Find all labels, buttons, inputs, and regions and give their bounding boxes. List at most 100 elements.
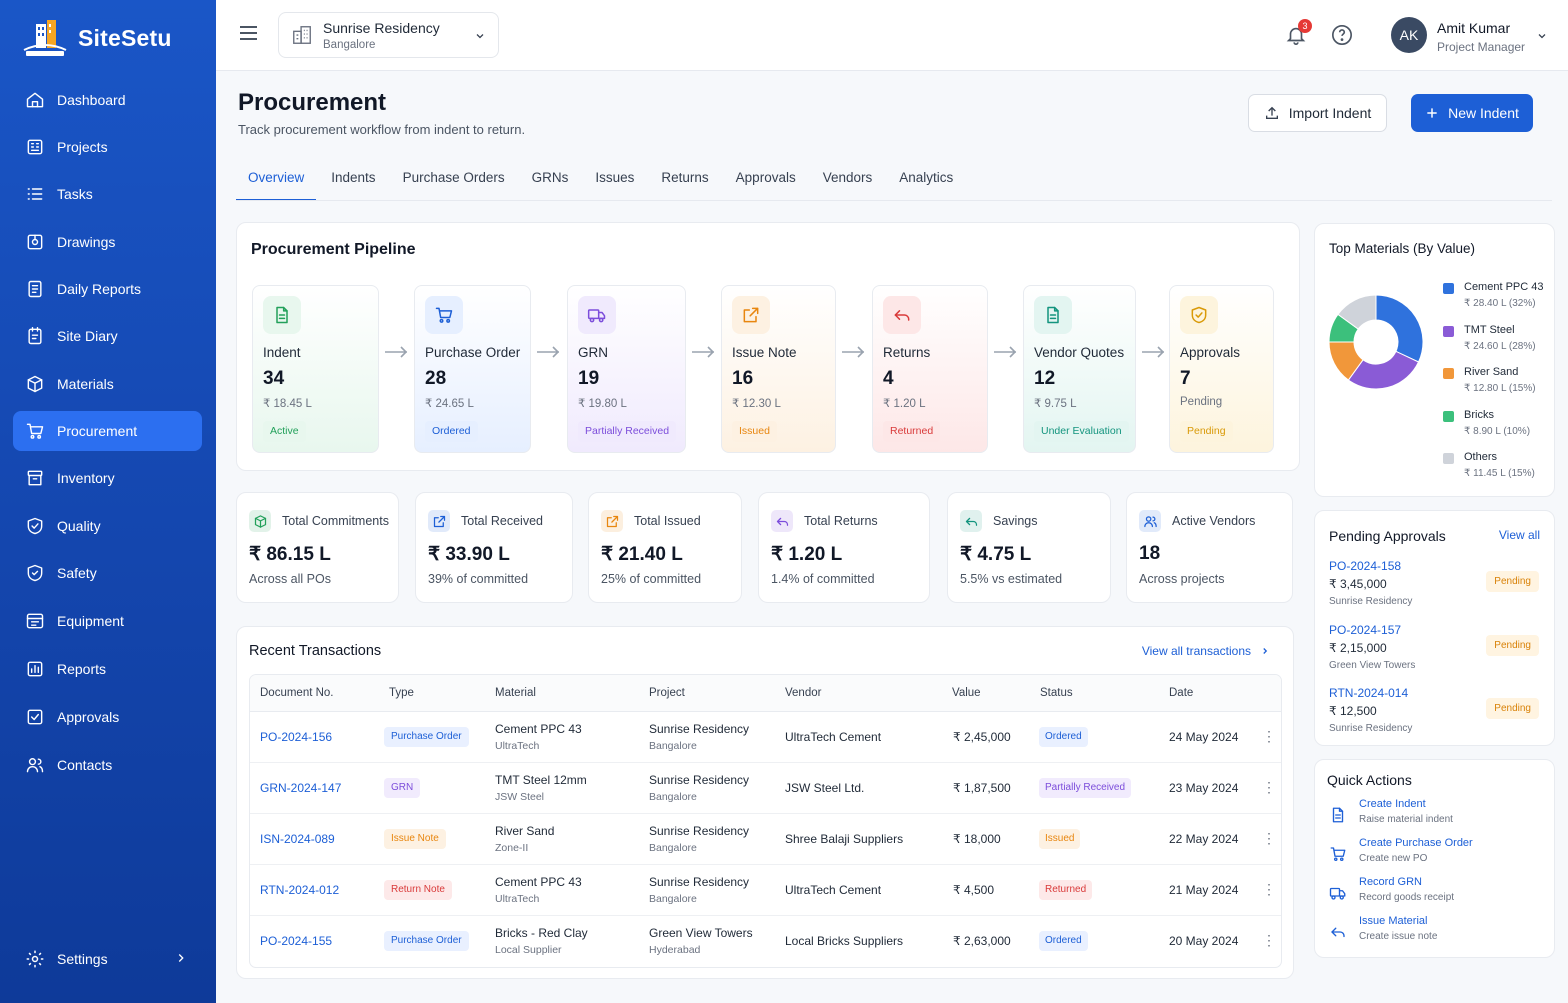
pipeline-stage-issue-note[interactable]: Issue Note 16 ₹ 12.30 L Issued xyxy=(721,285,836,453)
sidebar-item-site-diary[interactable]: Site Diary xyxy=(13,316,202,356)
tab-purchase-orders[interactable]: Purchase Orders xyxy=(402,170,505,185)
tab-grns[interactable]: GRNs xyxy=(531,170,569,185)
sidebar-item-label: Approvals xyxy=(57,709,120,725)
col-document[interactable]: Document No. xyxy=(260,687,334,699)
table-row[interactable]: PO-2024-155 Purchase Order Bricks - Red Cl… xyxy=(250,916,1281,967)
sidebar-item-approvals[interactable]: Approvals xyxy=(13,697,202,737)
sidebar-item-projects[interactable]: Projects xyxy=(13,127,202,167)
pipeline-stage-indent[interactable]: Indent 34 ₹ 18.45 L Active xyxy=(252,285,379,453)
document-link[interactable]: RTN-2024-012 xyxy=(260,883,340,897)
col-project[interactable]: Project xyxy=(649,687,685,699)
settings-button[interactable]: Settings xyxy=(13,939,202,979)
pipeline-stage-purchase-order[interactable]: Purchase Order 28 ₹ 24.65 L Ordered xyxy=(414,285,531,453)
stage-count: 19 xyxy=(578,368,600,389)
quick-action-issue-material[interactable]: Issue Material Create issue note xyxy=(1329,915,1437,942)
user-name[interactable]: Amit Kumar xyxy=(1437,20,1511,36)
page-title: Procurement xyxy=(238,89,387,116)
donut-slice-tmt-steel[interactable] xyxy=(1347,350,1420,390)
approval-id-link[interactable]: PO-2024-158 xyxy=(1329,559,1402,573)
donut-slice-river-sand[interactable] xyxy=(1329,341,1364,381)
col-type[interactable]: Type xyxy=(389,687,414,699)
document-link[interactable]: PO-2024-155 xyxy=(260,934,333,948)
shield-badge-icon xyxy=(1191,306,1207,324)
tab-analytics[interactable]: Analytics xyxy=(899,170,954,185)
approval-project: Sunrise Residency xyxy=(1329,723,1413,734)
quick-action-record-grn[interactable]: Record GRN Record goods receipt xyxy=(1329,876,1454,903)
sidebar-item-safety[interactable]: Safety xyxy=(13,553,202,593)
col-date[interactable]: Date xyxy=(1169,687,1194,699)
users-icon xyxy=(26,758,44,773)
sidebar-item-inventory[interactable]: Inventory xyxy=(13,458,202,498)
menu-icon[interactable] xyxy=(240,25,258,41)
type-badge: Return Note xyxy=(384,880,452,900)
table-row[interactable]: GRN-2024-147 GRN TMT Steel 12mm JSW Steel Su… xyxy=(250,763,1281,814)
sidebar-item-materials[interactable]: Materials xyxy=(13,364,202,404)
tab-returns[interactable]: Returns xyxy=(661,170,709,185)
sidebar-item-drawings[interactable]: Drawings xyxy=(13,222,202,262)
more-options-icon[interactable]: ⋮ xyxy=(1262,932,1276,948)
pipeline-stage-returns[interactable]: Returns 4 ₹ 1.20 L Returned xyxy=(872,285,988,453)
col-value[interactable]: Value xyxy=(952,687,981,699)
arrow-right-icon xyxy=(842,346,865,358)
new-indent-button[interactable]: New Indent xyxy=(1411,94,1533,132)
app-logo[interactable]: SiteSetu xyxy=(22,18,172,58)
stage-value: ₹ 1.20 L xyxy=(883,398,926,410)
status-badge: Ordered xyxy=(1039,931,1088,951)
donut-slice-others[interactable] xyxy=(1337,294,1377,330)
sidebar-item-reports[interactable]: Reports xyxy=(13,649,202,689)
sidebar-item-contacts[interactable]: Contacts xyxy=(13,745,202,785)
help-icon[interactable] xyxy=(1331,24,1353,46)
more-options-icon[interactable]: ⋮ xyxy=(1262,830,1276,846)
approval-id-link[interactable]: RTN-2024-014 xyxy=(1329,686,1409,700)
document-link[interactable]: ISN-2024-089 xyxy=(260,832,335,846)
stage-name: Returns xyxy=(883,345,931,360)
table-row[interactable]: PO-2024-156 Purchase Order Cement PPC 43 Ul… xyxy=(250,712,1281,763)
kpi-icon-box xyxy=(771,510,793,532)
view-all-transactions-link[interactable]: View all transactions xyxy=(1142,644,1270,658)
pipeline-stage-grn[interactable]: GRN 19 ₹ 19.80 L Partially Received xyxy=(567,285,686,453)
tab-vendors[interactable]: Vendors xyxy=(822,170,873,185)
sidebar-item-tasks[interactable]: Tasks xyxy=(13,174,202,214)
approval-item[interactable]: PO-2024-157 ₹ 2,15,000 Green View Towers xyxy=(1329,623,1415,671)
sidebar-item-dashboard[interactable]: Dashboard xyxy=(13,80,202,120)
quick-action-subtitle: Create issue note xyxy=(1359,931,1438,942)
quick-action-create-purchase-order[interactable]: Create Purchase Order Create new PO xyxy=(1329,837,1473,864)
document-link[interactable]: GRN-2024-147 xyxy=(260,781,342,795)
donut-slice-cement-ppc-43[interactable] xyxy=(1375,294,1424,363)
tab-indents[interactable]: Indents xyxy=(331,170,376,185)
more-options-icon[interactable]: ⋮ xyxy=(1262,728,1276,744)
table-row[interactable]: ISN-2024-089 Issue Note River Sand Zone-II S… xyxy=(250,814,1281,865)
approval-item[interactable]: PO-2024-158 ₹ 3,45,000 Sunrise Residency xyxy=(1329,559,1412,607)
col-material[interactable]: Material xyxy=(495,687,536,699)
document-link[interactable]: PO-2024-156 xyxy=(260,730,333,744)
more-options-icon[interactable]: ⋮ xyxy=(1262,779,1276,795)
sidebar-item-daily-reports[interactable]: Daily Reports xyxy=(13,269,202,309)
quick-action-create-indent[interactable]: Create Indent Raise material indent xyxy=(1329,798,1453,825)
kpi-value: ₹ 33.90 L xyxy=(428,544,510,565)
more-options-icon[interactable]: ⋮ xyxy=(1262,881,1276,897)
project-selector[interactable]: Sunrise Residency Bangalore xyxy=(278,12,499,58)
col-status[interactable]: Status xyxy=(1040,687,1073,699)
kpi-icon-box xyxy=(960,510,982,532)
pipeline-stage-approvals[interactable]: Approvals 7 Pending Pending xyxy=(1169,285,1274,453)
chevron-down-icon[interactable] xyxy=(1536,30,1548,42)
sidebar-item-procurement[interactable]: Procurement xyxy=(13,411,202,451)
tab-overview[interactable]: Overview xyxy=(236,160,317,201)
kpi-icon-box xyxy=(428,510,450,532)
approval-item[interactable]: RTN-2024-014 ₹ 12,500 Sunrise Residency xyxy=(1329,686,1412,734)
table-row[interactable]: RTN-2024-012 Return Note Cement PPC 43 Ultr… xyxy=(250,865,1281,916)
sidebar-item-equipment[interactable]: Equipment xyxy=(13,601,202,641)
sidebar-item-quality[interactable]: Quality xyxy=(13,506,202,546)
view-all-approvals-link[interactable]: View all xyxy=(1498,528,1540,542)
avatar[interactable]: AK xyxy=(1391,17,1427,53)
stage-value: ₹ 9.75 L xyxy=(1034,398,1077,410)
shield-icon xyxy=(27,564,43,582)
quick-action-subtitle: Record goods receipt xyxy=(1359,892,1455,903)
import-indent-button[interactable]: Import Indent xyxy=(1248,94,1387,132)
tab-approvals[interactable]: Approvals xyxy=(735,170,796,185)
material-name: TMT Steel 12mm xyxy=(495,773,587,787)
col-vendor[interactable]: Vendor xyxy=(785,687,822,699)
approval-id-link[interactable]: PO-2024-157 xyxy=(1329,623,1402,637)
tab-issues[interactable]: Issues xyxy=(595,170,635,185)
pipeline-stage-vendor-quotes[interactable]: Vendor Quotes 12 ₹ 9.75 L Under Evaluation xyxy=(1023,285,1136,453)
